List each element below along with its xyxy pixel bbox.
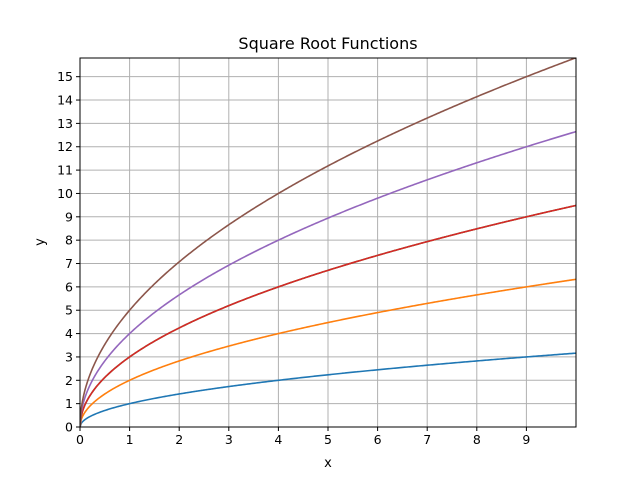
series-line-5 [80, 130, 576, 427]
y-tick-label: 8 [65, 233, 73, 248]
y-tick-label: 11 [57, 163, 73, 178]
x-tick-label: 8 [473, 432, 481, 447]
y-tick-label: 13 [57, 116, 73, 131]
y-tick-label: 3 [65, 349, 73, 364]
y-tick-label: 2 [65, 373, 73, 388]
y-tick-label: 9 [65, 209, 73, 224]
y-tick-label: 14 [57, 93, 73, 108]
series-line-4 [80, 204, 576, 427]
x-tick-label: 4 [274, 432, 282, 447]
x-tick-label: 3 [225, 432, 233, 447]
x-tick-label: 9 [522, 432, 530, 447]
x-tick-label: 2 [175, 432, 183, 447]
y-axis-label: y [33, 238, 48, 246]
series-line-1 [80, 352, 576, 427]
y-tick-label: 12 [57, 139, 73, 154]
x-tick-label: 6 [374, 432, 382, 447]
y-tick-label: 1 [65, 396, 73, 411]
series-line-6 [80, 58, 576, 427]
y-tick-label: 5 [65, 303, 73, 318]
y-tick-label: 7 [65, 256, 73, 271]
y-tick-label: 6 [65, 279, 73, 294]
y-tick-label: 0 [65, 420, 73, 435]
chart-title: Square Root Functions [238, 34, 417, 53]
series-line-2 [80, 278, 576, 427]
y-tick-label: 10 [57, 186, 73, 201]
y-tick-label: 15 [57, 69, 73, 84]
x-axis-label: x [324, 456, 332, 471]
x-tick-label: 0 [76, 432, 84, 447]
x-tick-label: 5 [324, 432, 332, 447]
x-tick-label: 1 [126, 432, 134, 447]
y-tick-label: 4 [65, 326, 73, 341]
x-tick-label: 7 [423, 432, 431, 447]
series-lines [80, 58, 576, 427]
